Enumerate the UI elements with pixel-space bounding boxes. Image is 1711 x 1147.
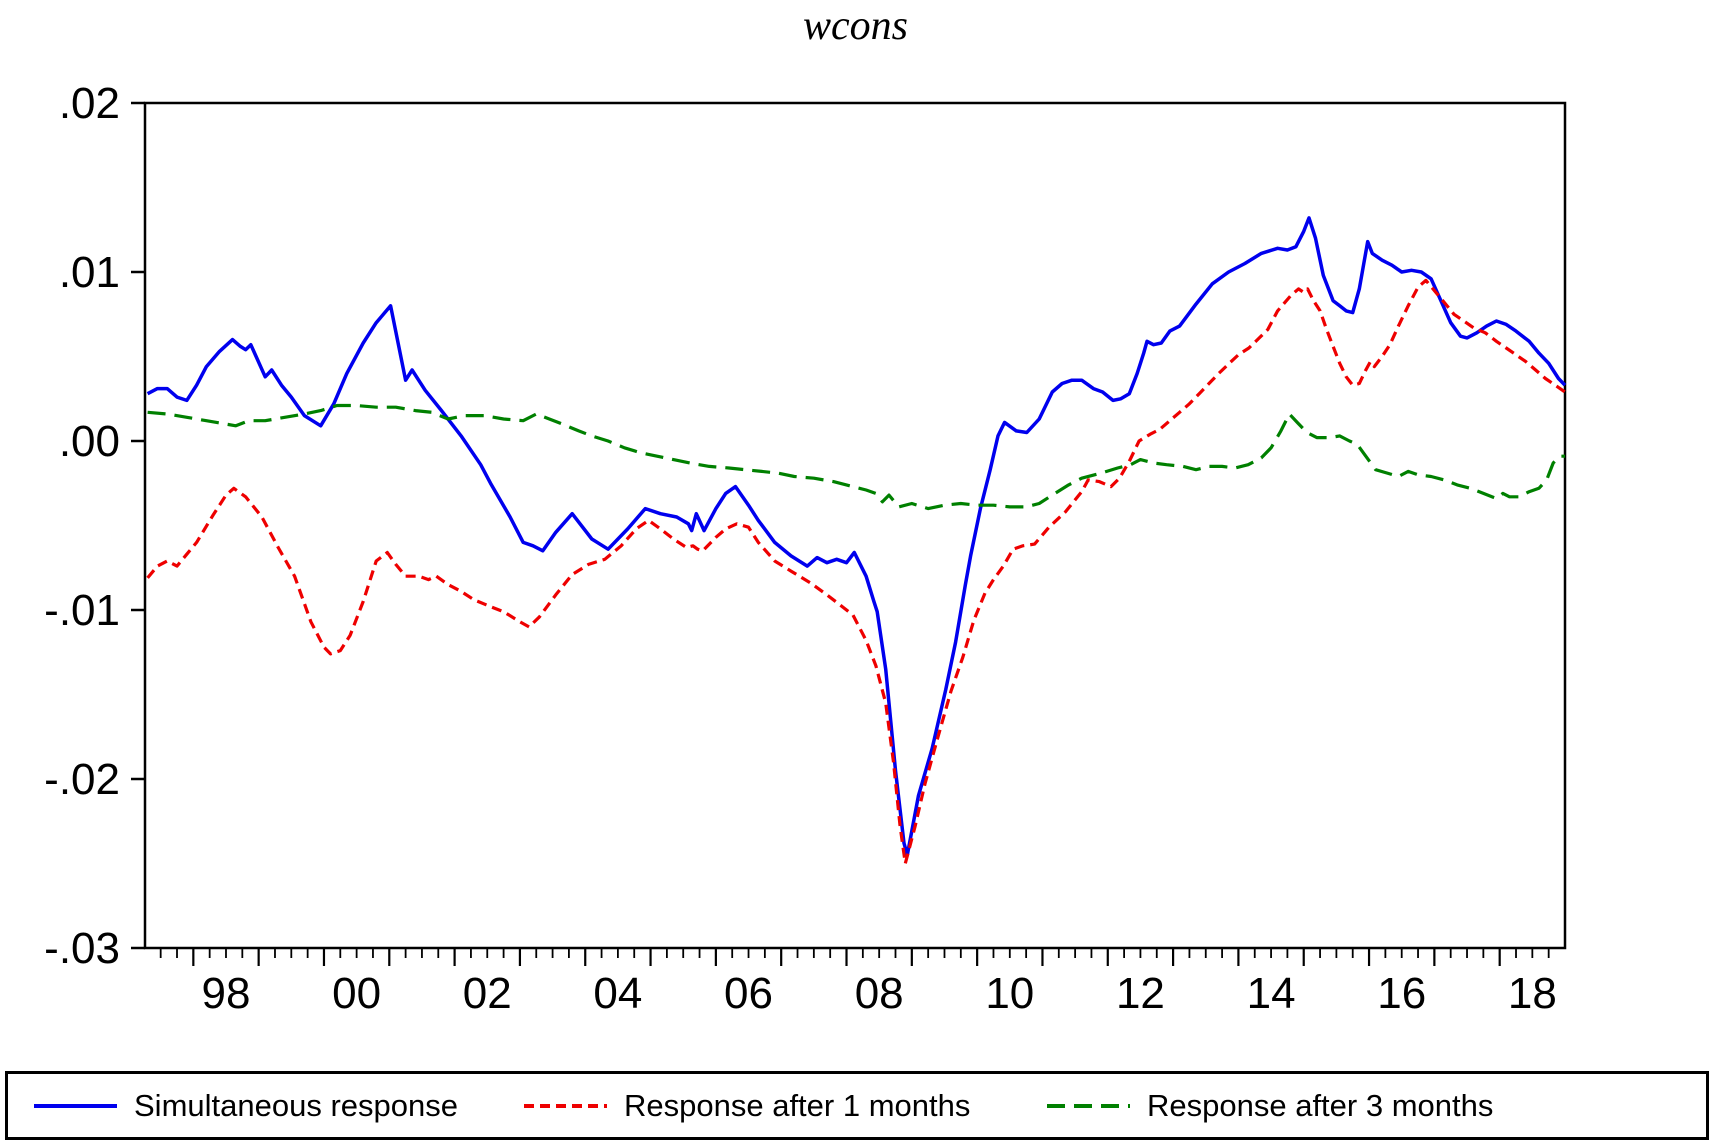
x-tick-label: 08 <box>855 969 904 1018</box>
y-tick-label: -.03 <box>44 924 120 973</box>
x-tick-label: 04 <box>593 969 642 1018</box>
y-axis-ticks: .02 .01 .00 -.01 -.02 -.03 <box>44 79 145 973</box>
x-tick-label: 10 <box>985 969 1034 1018</box>
legend-label-simultaneous: Simultaneous response <box>134 1087 458 1123</box>
response-1-month-line <box>146 278 1566 866</box>
response-3-months-line <box>147 403 1565 511</box>
legend-line-sample-blue <box>34 1103 117 1108</box>
x-tick-label: 98 <box>202 969 251 1018</box>
x-tick-label: 18 <box>1508 969 1557 1018</box>
legend-box: Simultaneous response Response after 1 m… <box>5 1071 1709 1140</box>
y-tick-label: .01 <box>59 248 120 297</box>
legend-item-simultaneous: Simultaneous response <box>33 1074 458 1137</box>
legend-line-sample-green <box>1047 1103 1130 1108</box>
y-tick-label: -.02 <box>44 755 120 804</box>
x-tick-label: 02 <box>463 969 512 1018</box>
y-tick-label: -.01 <box>44 586 120 635</box>
legend-label-3-months: Response after 3 months <box>1147 1087 1494 1123</box>
legend-item-1-month: Response after 1 months <box>523 1074 970 1137</box>
x-tick-label: 06 <box>724 969 773 1018</box>
x-axis-labels: 98 00 02 04 06 08 10 12 14 16 18 <box>202 969 1557 1018</box>
y-tick-label: .02 <box>59 79 120 128</box>
x-tick-label: 16 <box>1377 969 1426 1018</box>
legend-item-3-months: Response after 3 months <box>1046 1074 1493 1137</box>
simultaneous-response-line <box>146 216 1567 857</box>
x-tick-label: 00 <box>332 969 381 1018</box>
chart-title: wcons <box>803 3 908 49</box>
x-tick-label: 14 <box>1247 969 1296 1018</box>
plot-border <box>143 101 1567 950</box>
x-tick-label: 12 <box>1116 969 1165 1018</box>
x-axis-major-ticks <box>192 948 1501 966</box>
legend-label-1-month: Response after 1 months <box>624 1087 971 1123</box>
x-axis-minor-ticks <box>159 948 1550 958</box>
legend-line-sample-red <box>524 1103 607 1108</box>
y-tick-label: .00 <box>59 417 120 466</box>
